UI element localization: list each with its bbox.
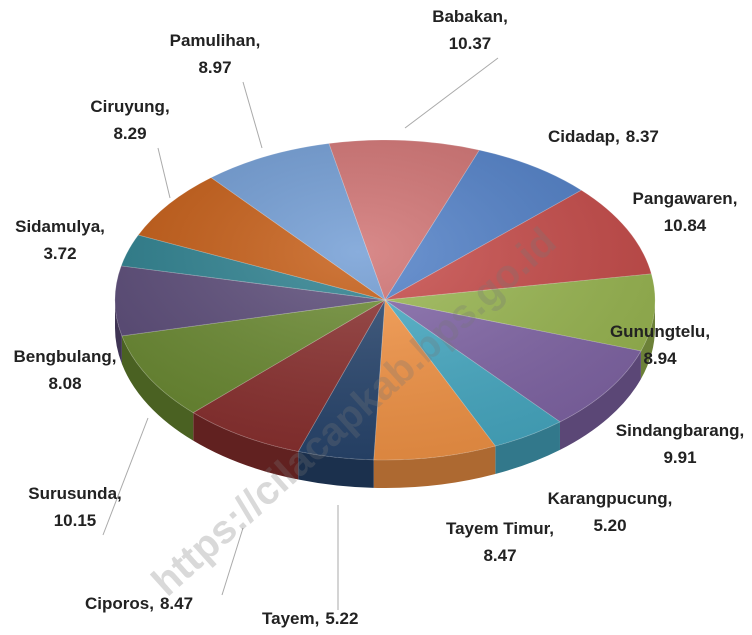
category-label: Gunungtelu [610, 322, 705, 341]
value-label: 8.37 [626, 127, 659, 146]
separator: , [256, 31, 261, 50]
category-label: Sidamulya [15, 217, 101, 236]
category-label: Surusunda [28, 484, 117, 503]
separator: , [503, 7, 508, 26]
data-label: Tayem, 5.22 [262, 609, 358, 628]
data-label: Tayem Timur, 8.47 [446, 519, 554, 565]
value-label: 8.47 [160, 594, 193, 613]
data-label: Pangawaren, 10.84 [633, 189, 738, 235]
data-label: Gunungtelu, 8.94 [610, 322, 710, 368]
data-label: Ciporos, 8.47 [85, 594, 193, 613]
category-label: Ciporos [85, 594, 149, 613]
data-label: Sindangbarang, 9.91 [616, 421, 744, 467]
leader-line [242, 81, 263, 149]
category-label: Tayem Timur [446, 519, 551, 538]
value-label: 10.15 [54, 511, 97, 530]
value-label: 8.08 [48, 374, 81, 393]
leader-line [102, 417, 149, 536]
value-label: 8.94 [643, 349, 677, 368]
separator: , [149, 594, 154, 613]
separator: , [740, 421, 745, 440]
value-label: 9.91 [663, 448, 696, 467]
data-label: Bengbulang, 8.08 [14, 347, 117, 393]
pie [114, 139, 656, 488]
category-label: Karangpucung [548, 489, 668, 508]
category-label: Pamulihan [170, 31, 256, 50]
category-label: Babakan [432, 7, 503, 26]
separator: , [615, 127, 620, 146]
category-label: Bengbulang [14, 347, 112, 366]
data-label: Cidadap, 8.37 [548, 127, 659, 146]
separator: , [733, 189, 738, 208]
separator: , [315, 609, 320, 628]
separator: , [100, 217, 105, 236]
data-label: Sidamulya, 3.72 [15, 217, 105, 263]
category-label: Tayem [262, 609, 315, 628]
leader-line [157, 147, 171, 199]
separator: , [705, 322, 710, 341]
data-label: Babakan, 10.37 [432, 7, 508, 53]
value-label: 3.72 [43, 244, 76, 263]
data-label: Pamulihan, 8.97 [170, 31, 261, 77]
category-label: Sindangbarang [616, 421, 740, 440]
labels: Babakan, 10.37 Cidadap, 8.37 Pangawaren, 10.8… [14, 7, 745, 628]
separator: , [112, 347, 117, 366]
category-label: Pangawaren [633, 189, 733, 208]
value-label: 8.97 [198, 58, 231, 77]
slice-side [298, 451, 374, 488]
separator: , [549, 519, 554, 538]
value-label: 10.37 [449, 34, 492, 53]
value-label: 10.84 [664, 216, 707, 235]
data-label: Surusunda, 10.15 [28, 484, 122, 530]
leader-line [221, 527, 244, 596]
separator: , [117, 484, 122, 503]
category-label: Ciruyung [90, 97, 165, 116]
separator: , [165, 97, 170, 116]
separator: , [668, 489, 673, 508]
value-label: 8.47 [483, 546, 516, 565]
value-label: 5.22 [325, 609, 358, 628]
leader-line [404, 57, 499, 129]
value-label: 5.20 [593, 516, 626, 535]
data-label: Karangpucung, 5.20 [548, 489, 673, 535]
category-label: Cidadap [548, 127, 615, 146]
value-label: 8.29 [113, 124, 146, 143]
data-label: Ciruyung, 8.29 [90, 97, 169, 143]
